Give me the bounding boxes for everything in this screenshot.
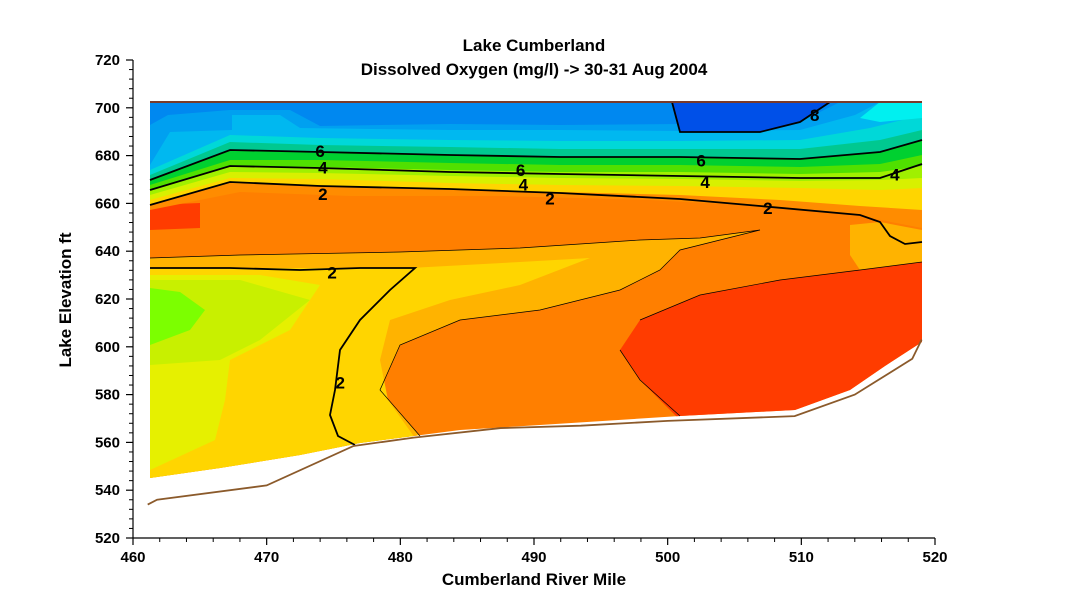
chart-title: Lake Cumberland — [462, 36, 606, 55]
contour-value-label: 2 — [763, 199, 772, 218]
do-zone-red-downstream — [620, 262, 922, 420]
do-zone-green-lens — [150, 288, 205, 345]
y-tick-label: 560 — [95, 434, 120, 451]
contour-value-label: 2 — [335, 374, 344, 393]
x-tick-label: 460 — [120, 549, 145, 566]
contour-value-label: 4 — [519, 175, 529, 194]
contour-line-8mg — [671, 101, 831, 133]
y-tick-label: 640 — [95, 243, 120, 260]
x-tick-label: 490 — [521, 549, 546, 566]
contour-line-thin-2 — [639, 261, 923, 321]
contour-line-2mg-mid — [150, 267, 418, 446]
y-tick-label: 700 — [95, 100, 120, 117]
lake-bottom-profile — [147, 339, 923, 506]
contour-value-label: 2 — [327, 264, 336, 283]
axes: 460 470 480 490 500 510 520 520 540 560 580 600 620 6… — [95, 52, 948, 566]
y-tick-label: 660 — [95, 195, 120, 212]
contour-value-label: 6 — [315, 142, 324, 161]
contour-line-2mg-upper — [149, 181, 923, 245]
contour-value-label: 4 — [700, 173, 710, 192]
contour-lines — [149, 101, 923, 446]
do-zone-right-yellow — [850, 222, 922, 270]
do-band-blue — [150, 102, 840, 126]
contour-line-4mg — [149, 163, 923, 191]
contour-line-6mg — [149, 139, 923, 181]
y-tick-label: 720 — [95, 52, 120, 69]
contour-value-label: 6 — [516, 161, 525, 180]
x-tick-label: 500 — [655, 549, 680, 566]
x-axis-label: Cumberland River Mile — [441, 570, 627, 589]
contour-value-label: 4 — [890, 166, 900, 185]
contour-line-thin-3 — [619, 349, 681, 417]
y-tick-label: 520 — [95, 530, 120, 547]
contour-line-thin-1 — [149, 229, 761, 437]
contour-value-label: 4 — [318, 159, 328, 178]
contour-fill-layer — [150, 102, 922, 478]
x-tick-label: 480 — [388, 549, 413, 566]
y-tick-label: 600 — [95, 339, 120, 356]
do-zone-dark-blue — [672, 102, 830, 132]
y-tick-label: 540 — [95, 482, 120, 499]
y-tick-label: 680 — [95, 148, 120, 165]
contour-value-label: 8 — [810, 106, 819, 125]
y-axis-label: Lake Elevation ft — [56, 232, 75, 368]
x-tick-label: 520 — [922, 549, 947, 566]
contour-value-label: 6 — [696, 151, 705, 170]
chart-subtitle: Dissolved Oxygen (mg/l) -> 30-31 Aug 200… — [360, 60, 708, 79]
contour-value-label: 2 — [318, 185, 327, 204]
contour-value-label: 2 — [545, 190, 554, 209]
x-tick-label: 470 — [254, 549, 279, 566]
y-tick-label: 580 — [95, 387, 120, 404]
y-tick-label: 620 — [95, 291, 120, 308]
x-tick-label: 510 — [789, 549, 814, 566]
do-zone-cyan-topright — [860, 102, 922, 122]
do-zone-red-upstream — [150, 203, 200, 230]
